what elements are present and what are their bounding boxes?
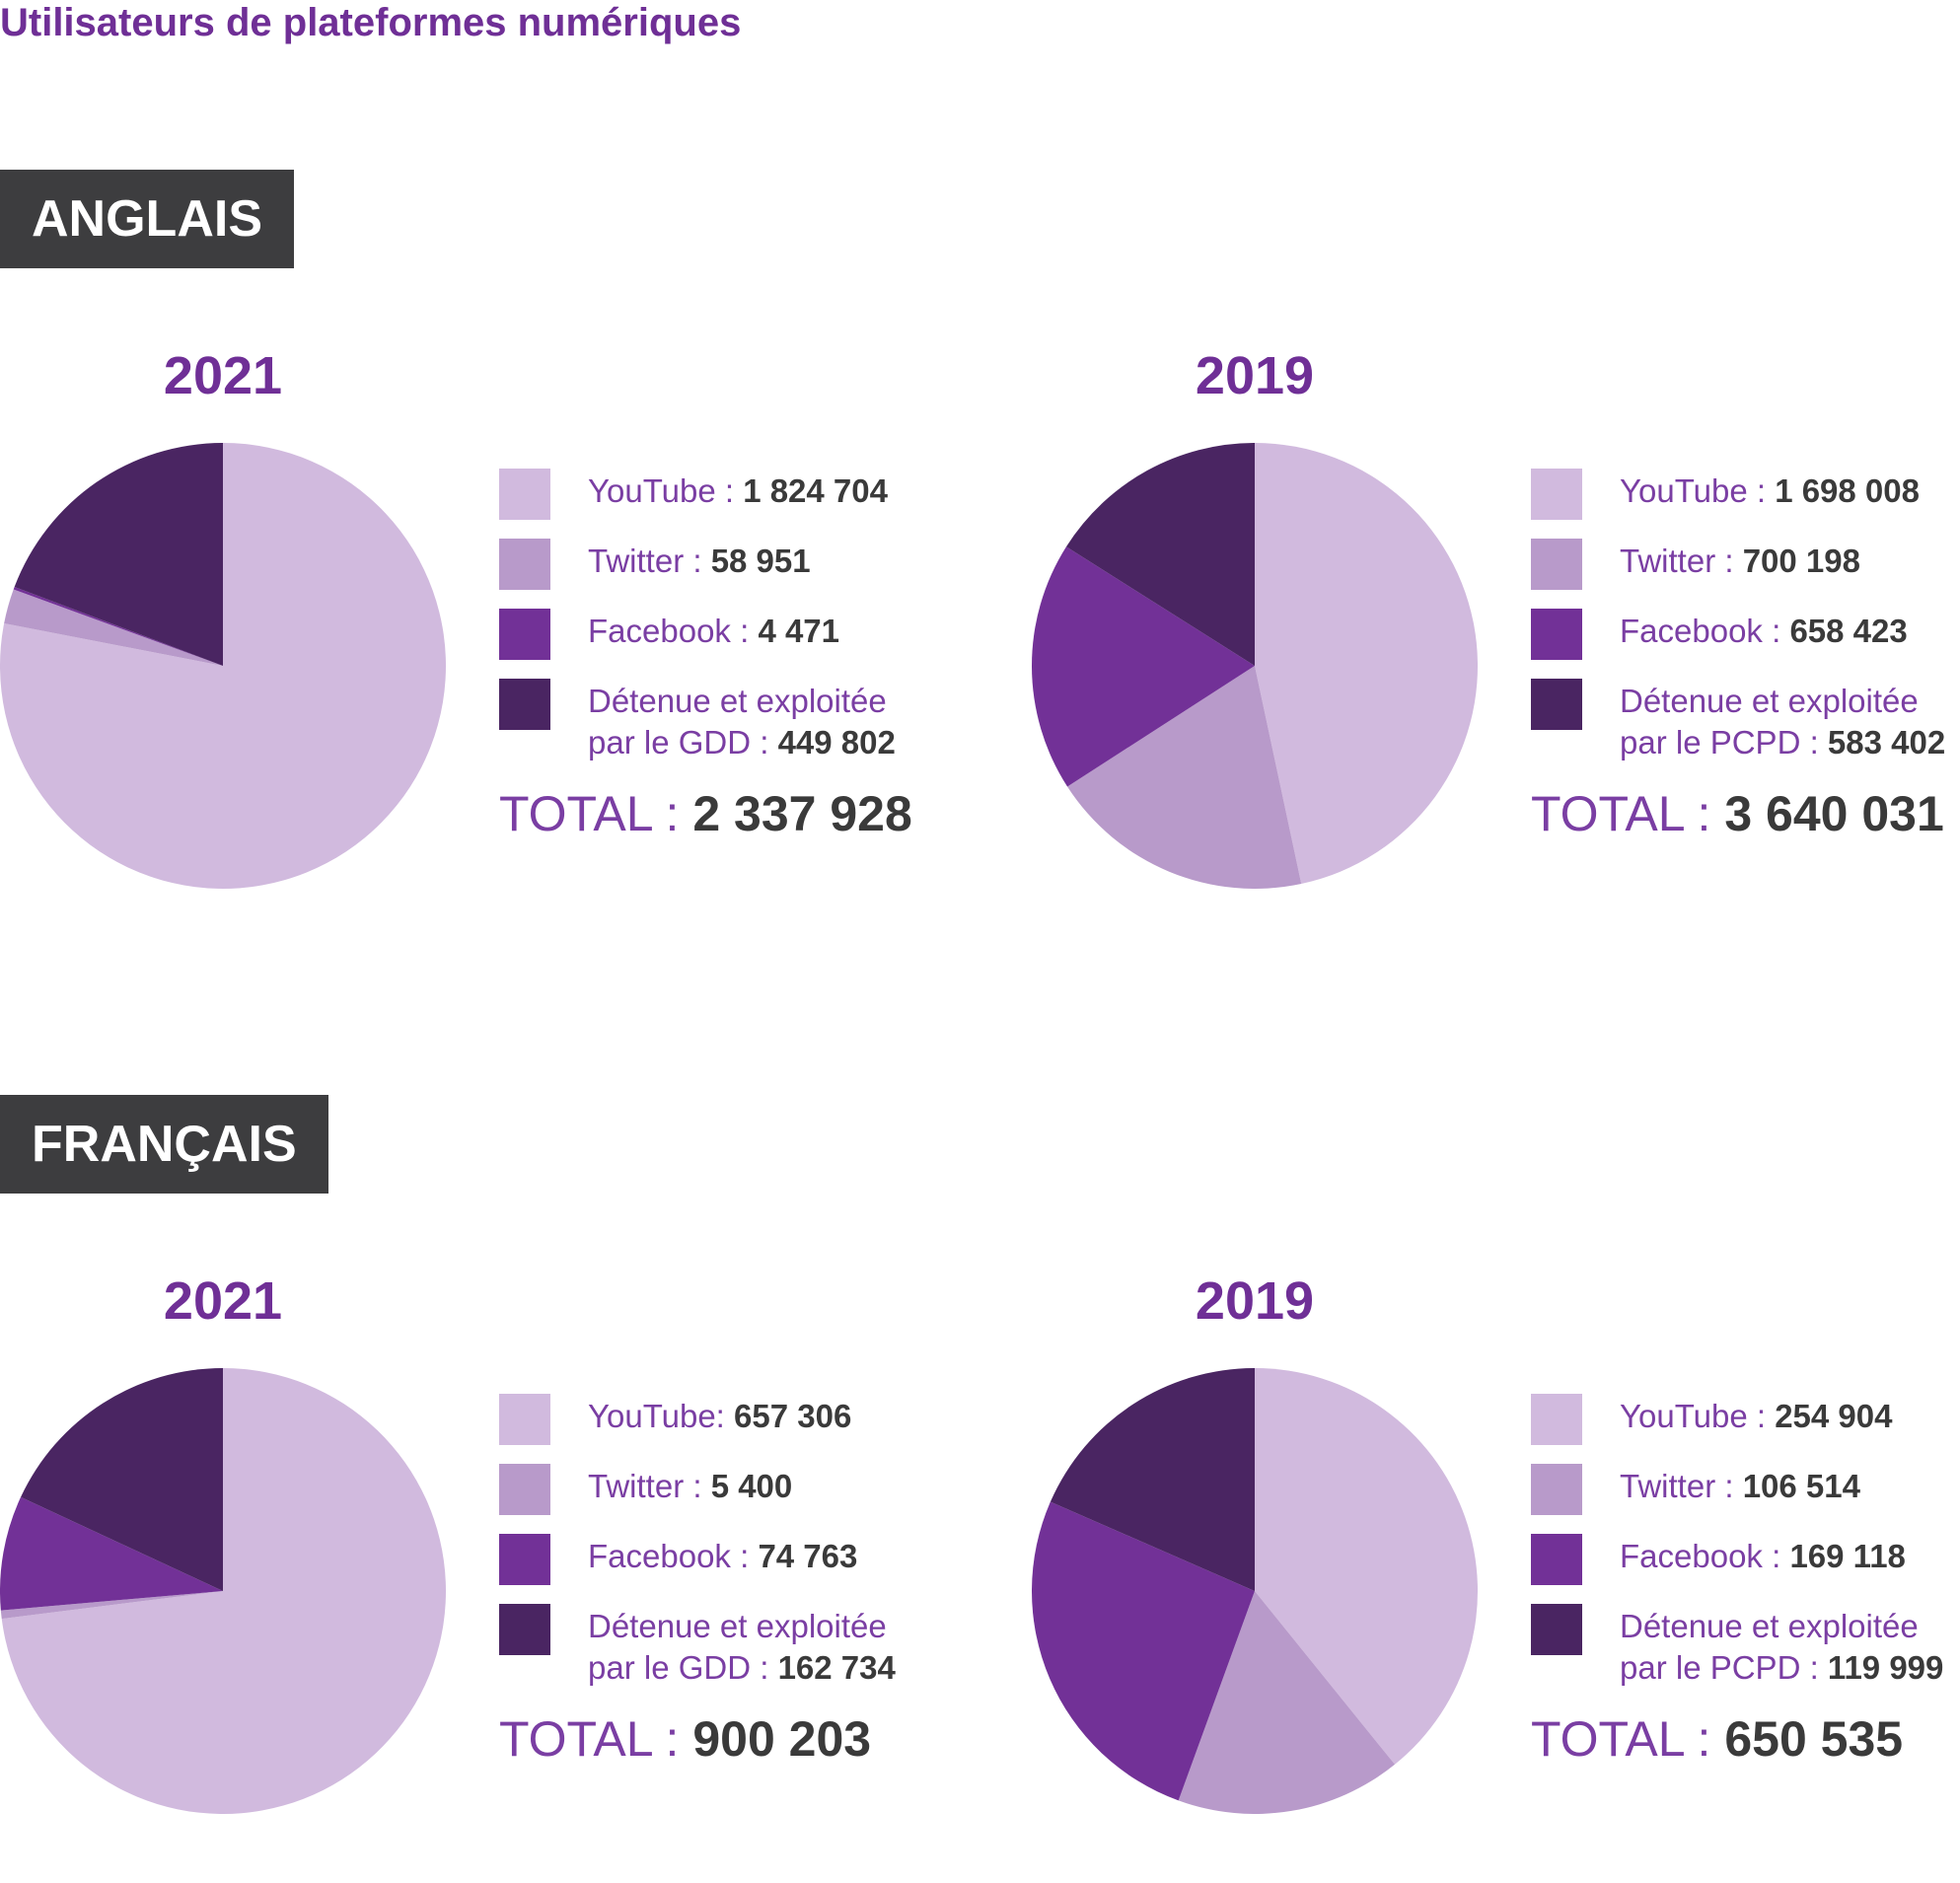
pie-slice-twitter [4,589,223,666]
total: TOTAL : 2 337 928 [499,784,912,843]
pie-slice-facebook [13,586,224,666]
legend-label-line1: Détenue et exploitée [1620,1608,1919,1644]
pie-slice-youtube [1,1368,446,1814]
legend-label: Facebook : [1620,1538,1790,1574]
legend-value: 254 904 [1775,1398,1893,1434]
total-value: 2 337 928 [692,786,912,841]
chart-anglais-2019: 2019 YouTube : 1 698 008 Twitter : 700 1… [1031,346,1960,958]
legend-swatch-twitter [499,539,550,590]
chart-year: 2019 [1195,346,1315,405]
legend-swatch-youtube [499,1394,550,1445]
legend-swatch-owned [499,1604,550,1655]
legend-value: 700 198 [1742,543,1860,579]
legend-swatch-facebook [1531,1534,1582,1585]
legend-swatch-youtube [499,469,550,520]
legend-label: Twitter : [588,543,711,579]
total-label: TOTAL : [1531,1711,1725,1767]
chart-francais-2019: 2019 YouTube : 254 904 Twitter : 106 514… [1031,1271,1960,1883]
legend-label: Facebook : [588,613,759,649]
legend-swatch-owned [1531,679,1582,730]
pie-slice-twitter [1067,666,1302,890]
legend-value: 5 400 [710,1468,793,1504]
total: TOTAL : 3 640 031 [1531,784,1944,843]
legend-label: Twitter : [1620,543,1743,579]
legend-label: YouTube : [1620,1398,1776,1434]
legend-swatch-facebook [499,1534,550,1585]
legend-label-line1: Détenue et exploitée [588,1608,887,1644]
pie-chart [0,1368,446,1814]
pie-chart [0,443,446,889]
legend-value: 449 802 [777,724,896,760]
legend-swatch-twitter [1531,1464,1582,1515]
chart-year: 2021 [163,1271,283,1331]
legend-swatch-owned [499,679,550,730]
total: TOTAL : 900 203 [499,1709,871,1769]
pie-slice-twitter [0,1591,223,1620]
legend-label: Facebook : [588,1538,759,1574]
legend-label-line1: Détenue et exploitée [1620,683,1919,719]
legend-label-line2: par le PCPD : [1620,724,1828,760]
legend-value: 4 471 [758,613,840,649]
legend-swatch-facebook [1531,609,1582,660]
legend-label-line2: par le PCPD : [1620,1649,1828,1686]
legend-swatch-twitter [1531,539,1582,590]
legend-value: 119 999 [1827,1649,1944,1686]
pie-chart [1031,443,1479,890]
legend-label: YouTube : [1620,472,1776,509]
legend-value: 58 951 [710,543,811,579]
total-label: TOTAL : [499,786,693,841]
legend-label-line1: Détenue et exploitée [588,683,887,719]
legend-swatch-youtube [1531,1394,1582,1445]
pie-slice-facebook [0,1496,223,1611]
total-label: TOTAL : [1531,786,1725,841]
legend-label: Facebook : [1620,613,1790,649]
pie-slice-owned [1050,1368,1255,1591]
legend-value: 74 763 [758,1538,858,1574]
section-label-anglais: ANGLAIS [0,170,294,268]
pie-slice-owned [1065,443,1255,666]
legend-value: 106 514 [1742,1468,1860,1504]
legend-swatch-owned [1531,1604,1582,1655]
pie-slice-twitter [1178,1591,1396,1814]
pie-chart [1031,1368,1479,1814]
legend-value: 1 698 008 [1775,472,1920,509]
legend-swatch-twitter [499,1464,550,1515]
page-title: Utilisateurs de plateformes numériques [0,1,742,44]
total-value: 650 535 [1724,1711,1904,1767]
chart-year: 2019 [1195,1271,1315,1331]
pie-slice-youtube [1255,1368,1479,1765]
pie-slice-facebook [1031,546,1255,787]
legend-label: YouTube : [588,472,744,509]
total-label: TOTAL : [499,1711,693,1767]
legend-value: 1 824 704 [743,472,888,509]
chart-anglais-2021: 2021 YouTube : 1 824 704 Twitter : 58 95… [0,346,977,958]
chart-year: 2021 [163,346,283,405]
total-value: 3 640 031 [1724,786,1944,841]
total: TOTAL : 650 535 [1531,1709,1903,1769]
legend-label: YouTube: [588,1398,735,1434]
pie-slice-youtube [0,443,446,889]
legend-swatch-youtube [1531,469,1582,520]
legend-value: 658 423 [1789,613,1908,649]
legend-value: 162 734 [777,1649,896,1686]
total-value: 900 203 [692,1711,872,1767]
legend-value: 169 118 [1789,1538,1906,1574]
legend-label: Twitter : [1620,1468,1743,1504]
pie-slice-facebook [1031,1501,1255,1801]
legend-value: 657 306 [734,1398,852,1434]
legend-label-line2: par le GDD : [588,1649,778,1686]
pie-slice-owned [21,1368,223,1591]
section-label-francais: FRANÇAIS [0,1095,328,1194]
pie-slice-owned [14,443,224,666]
pie-slice-youtube [1255,443,1479,885]
legend-label-line2: par le GDD : [588,724,778,760]
legend-swatch-facebook [499,609,550,660]
legend-value: 583 402 [1827,724,1946,760]
legend-label: Twitter : [588,1468,711,1504]
chart-francais-2021: 2021 YouTube: 657 306 Twitter : 5 400 Fa… [0,1271,977,1883]
